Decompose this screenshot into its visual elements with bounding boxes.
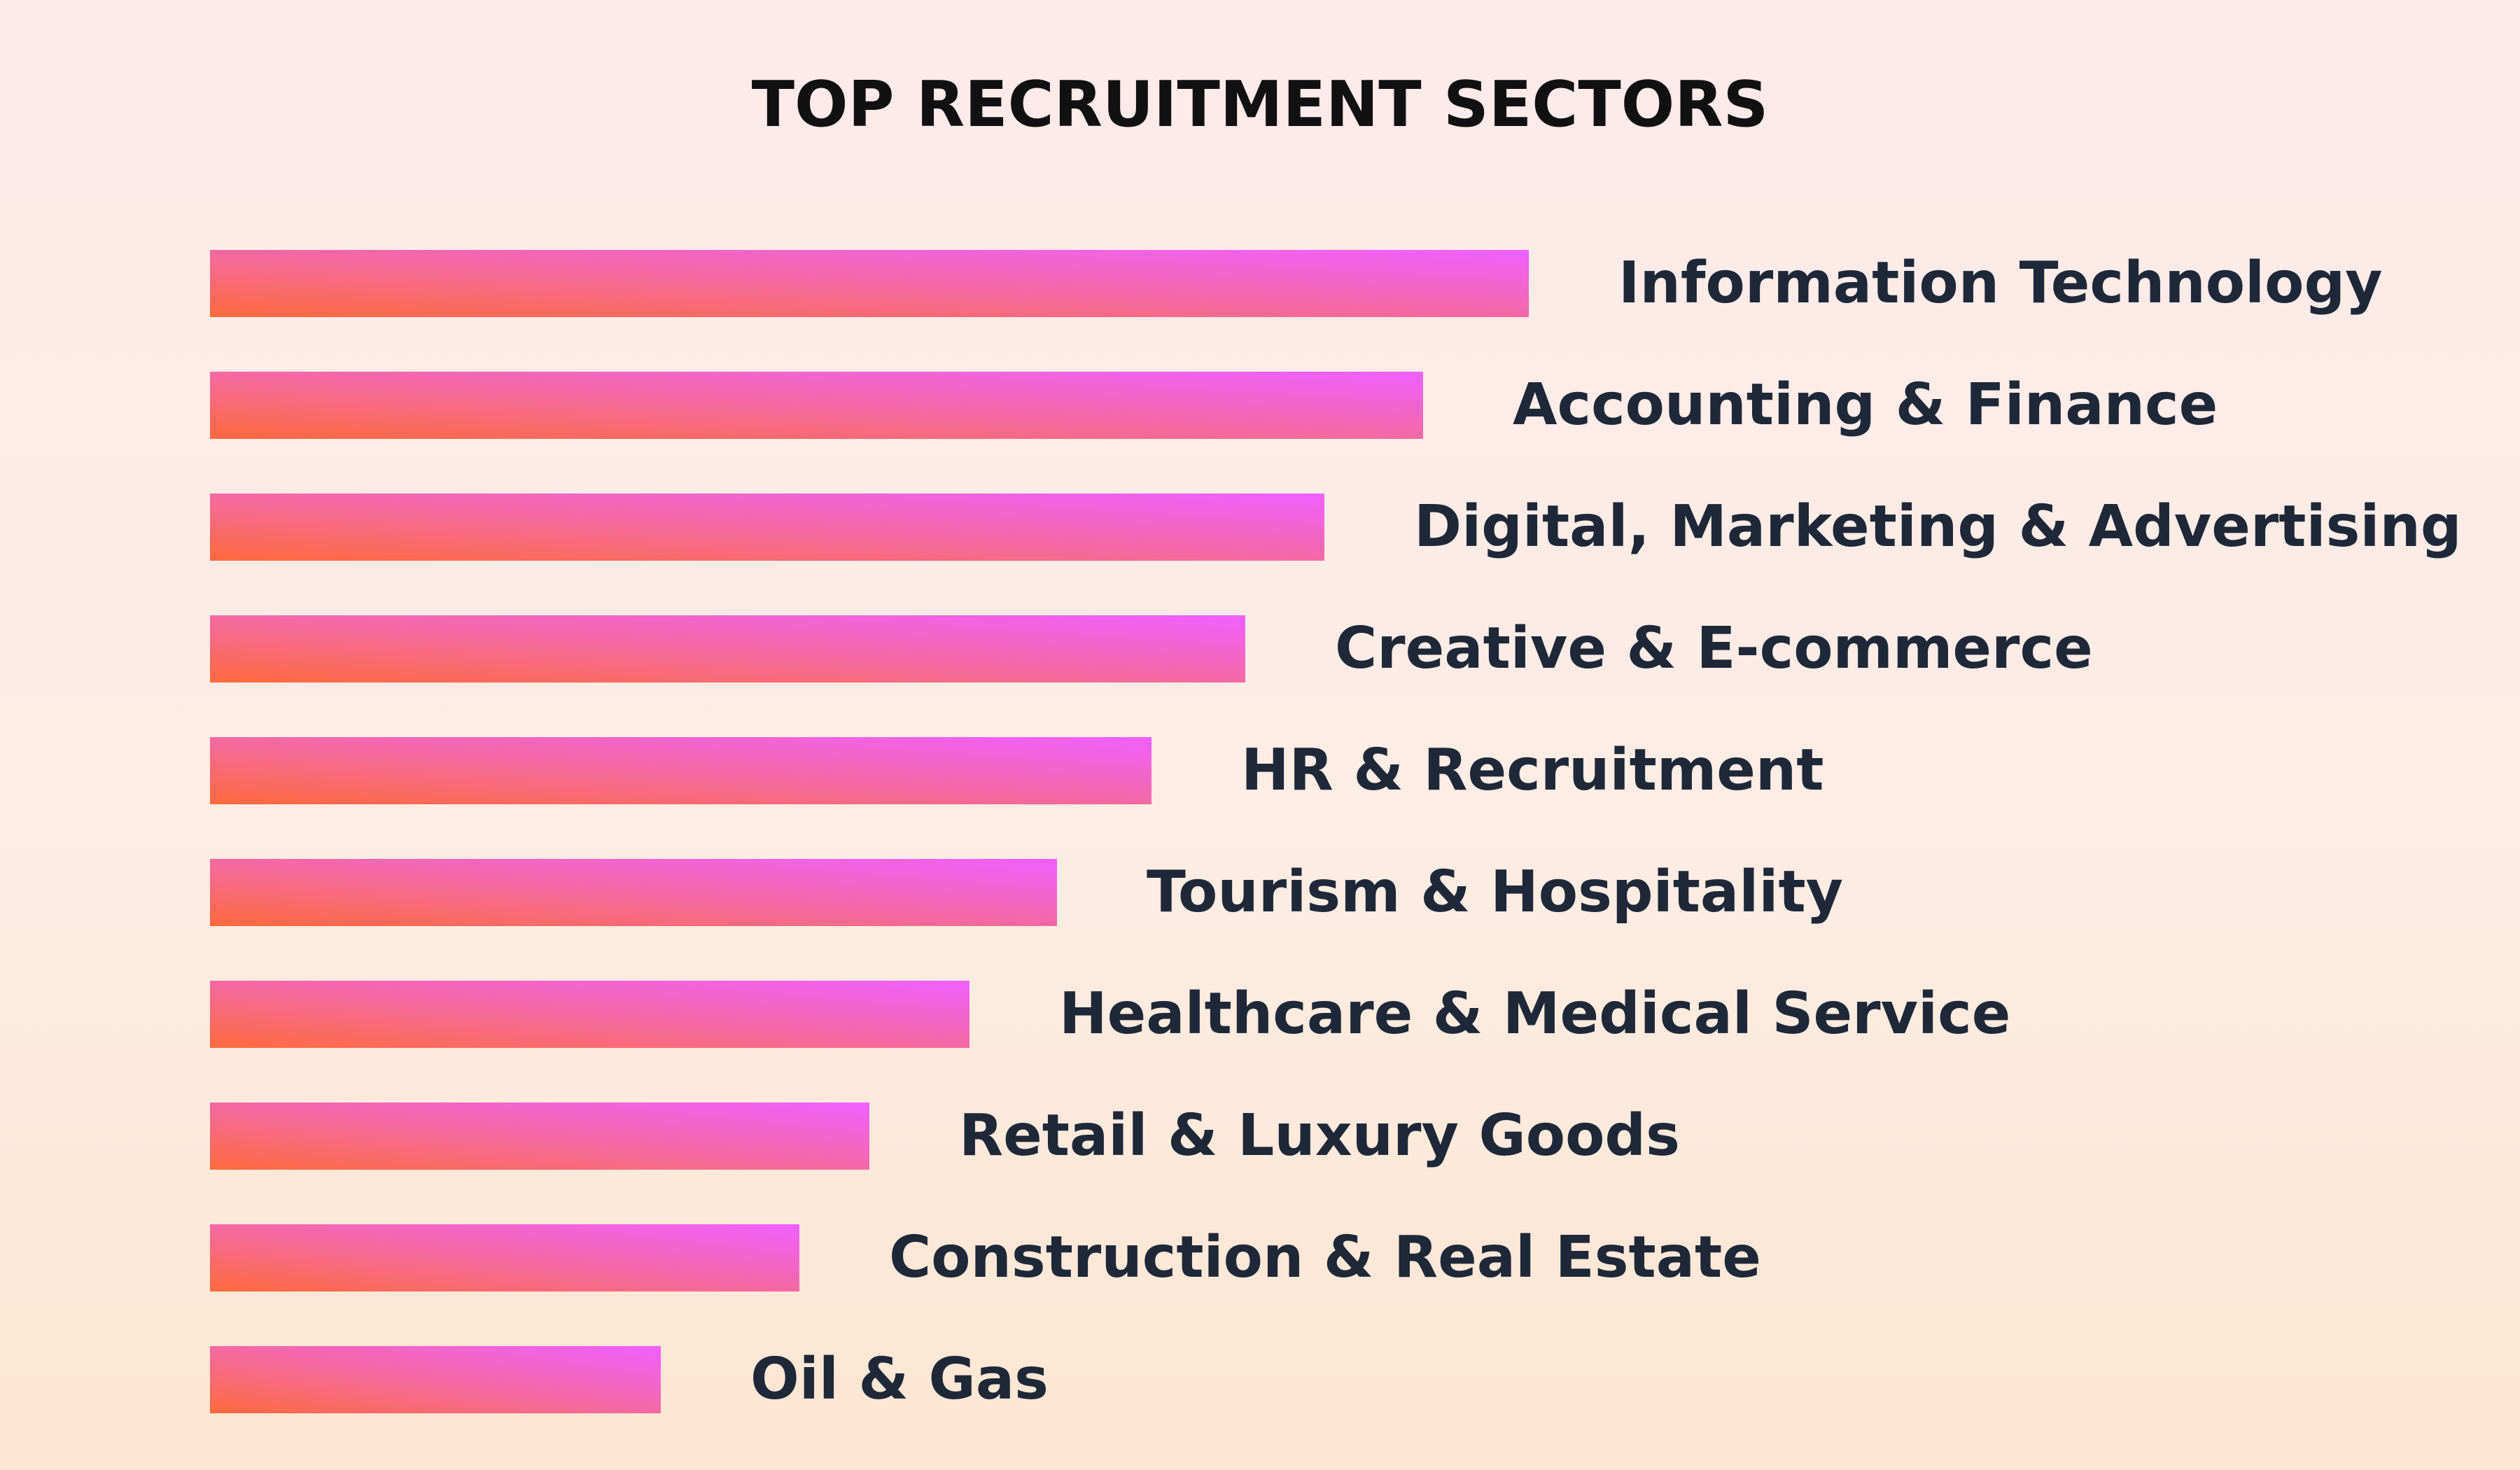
bar-10 (210, 1346, 661, 1413)
bar-1 (210, 250, 1529, 317)
bar-label-3: Digital, Marketing & Advertising (1414, 493, 2462, 560)
bar-label-10: Oil & Gas (750, 1346, 1049, 1413)
bar-label-1: Information Technology (1618, 250, 2383, 316)
bar-label-9: Construction & Real Estate (889, 1224, 1761, 1291)
bar-9 (210, 1224, 799, 1292)
bar-4 (210, 615, 1245, 682)
bar-label-2: Accounting & Finance (1513, 372, 2218, 438)
bar-6 (210, 859, 1057, 926)
bar-label-7: Healthcare & Medical Service (1059, 981, 2011, 1047)
bar-2 (210, 372, 1423, 439)
bar-label-8: Retail & Luxury Goods (959, 1102, 1680, 1169)
bar-8 (210, 1102, 869, 1170)
bar-label-4: Creative & E-commerce (1335, 615, 2093, 682)
bar-3 (210, 493, 1324, 561)
bar-5 (210, 737, 1152, 804)
bar-7 (210, 981, 969, 1048)
bar-label-5: HR & Recruitment (1241, 737, 1824, 804)
chart-title: TOP RECRUITMENT SECTORS (751, 68, 1769, 141)
bar-label-6: Tourism & Hospitality (1147, 859, 1844, 925)
